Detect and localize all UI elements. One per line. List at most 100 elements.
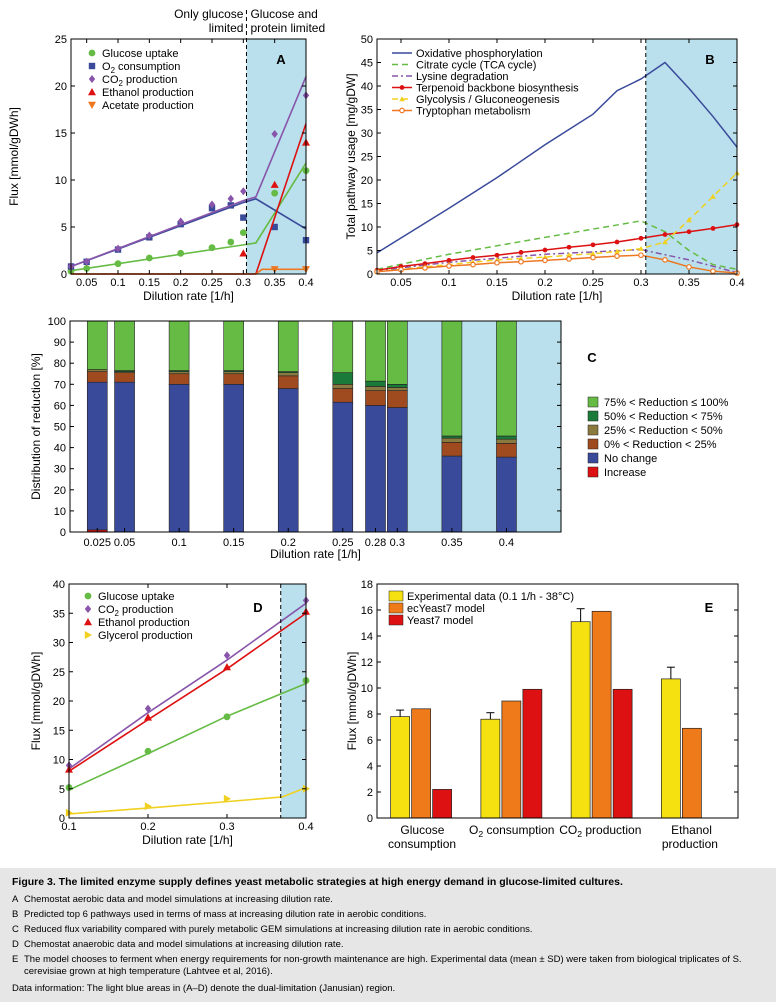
y-tick-label: 15 [55,128,67,140]
data-point [114,260,122,268]
stacked-bar-segment [168,371,190,375]
x-tick-label: 0.25 [201,277,222,289]
caption-key-e: E [12,954,19,965]
caption-item-e: E The model chooses to ferment when ener… [12,954,764,978]
x-tick-label: 0.3 [219,821,234,833]
model-line [70,197,307,268]
legend-marker [88,62,96,70]
legend-label: No change [604,453,657,465]
pathway-point [422,265,428,271]
caption-key-b: B [12,909,19,920]
x-tick-label: 0.025 [84,537,112,549]
legend-marker [84,605,92,613]
legend-label: 75% < Reduction ≤ 100% [604,397,729,409]
legend-label: Lysine degradation [416,71,509,83]
y-tick-label: 10 [361,683,373,695]
stacked-bar-segment [387,390,408,408]
figure-canvas: 0.05 0.1 0.15 0.2 0.25 0.3 0.35 0.40510152025Di… [7,7,745,851]
pathway-point [590,242,596,248]
y-tick-label: 20 [55,81,67,93]
y-tick-label: 60 [54,400,66,412]
x-tick-label: 0.05 [114,537,135,549]
pathway-point [494,252,500,258]
pathway-line [376,248,738,274]
x-tick-label: 0.15 [139,277,160,289]
y-tick-label: 18 [361,579,373,591]
stacked-bar-segment [168,373,190,385]
x-tick-label: 0.25 [582,277,603,289]
stacked-bar-segment [441,437,463,443]
pathway-point [542,247,548,253]
y-tick-label: 20 [361,175,373,187]
stacked-bar-segment [496,443,517,458]
data-point [240,187,247,196]
data-point [144,747,152,755]
stacked-bar-segment [496,435,517,440]
stacked-bar-segment [86,369,108,372]
y-tick-label: 0 [59,813,65,825]
data-point [271,223,278,231]
bar [501,700,522,819]
dual-limitation-region [246,39,306,274]
data-point [146,231,153,240]
y-tick-label: 45 [361,58,373,70]
data-point [271,129,278,138]
pathway-line [376,220,738,271]
data-point [270,266,279,274]
legend-swatch [587,466,599,478]
stacked-bar-segment [387,407,408,533]
legend-label: Glycerol production [98,630,193,642]
stacked-bar-segment [86,320,108,370]
y-tick-label: 0 [367,269,373,281]
x-tick-label: 0.3 [633,277,648,289]
legend-label: Oxidative phosphorylation [416,48,543,60]
legend-label: Increase [604,467,646,479]
caption-key-c: C [12,924,19,935]
x-tick-label: 0.4 [298,277,313,289]
y-axis-label: Flux [mmol/gDWh] [7,107,21,206]
pathway-point [662,232,668,237]
stacked-bar-segment [496,456,517,533]
stacked-bar-segment [114,320,135,371]
x-axis-label: Dilution rate [1/h] [142,833,233,847]
pathway-point [662,239,668,245]
legend-swatch [388,614,404,626]
legend-label: Ethanol production [102,87,194,99]
x-tick-label: 0.1 [441,277,456,289]
y-tick-label: 0 [61,269,67,281]
caption-text-d: Chemostat anaerobic data and model simul… [24,939,344,950]
pathway-point [686,217,692,223]
model-line [68,786,307,815]
pathway-point [614,253,620,259]
pathway-point [422,261,428,267]
stacked-bar-segment [332,372,354,385]
x-tick-label: 0.3 [390,537,405,549]
x-tick-label: 0.05 [76,277,97,289]
figure-caption: Figure 3. The limited enzyme supply defi… [0,868,776,1002]
legend-marker [84,631,92,639]
data-point [145,254,153,262]
model-line [70,162,307,272]
stacked-bar-segment [387,383,408,388]
pathway-point [590,250,596,257]
x-tick-label: 0.1 [61,821,76,833]
y-tick-label: 25 [361,152,373,164]
data-point [177,217,184,226]
legend-label: CO2 production [102,74,177,88]
legend-swatch [388,590,404,602]
bar [390,716,410,819]
legend-marker [88,88,96,96]
y-tick-label: 80 [54,358,66,370]
category-label: Glucose [400,823,444,837]
y-tick-label: 10 [53,755,65,767]
pathway-point [542,257,548,264]
stacked-bar-segment [441,455,463,533]
legend-marker [84,618,92,626]
dual-limitation-region [645,39,737,274]
y-tick-label: 35 [53,608,65,620]
stacked-bar-segment [332,388,354,403]
legend-label: Glycolysis / Gluconeogenesis [416,94,560,106]
data-point [270,180,279,188]
y-tick-label: 2 [367,787,373,799]
